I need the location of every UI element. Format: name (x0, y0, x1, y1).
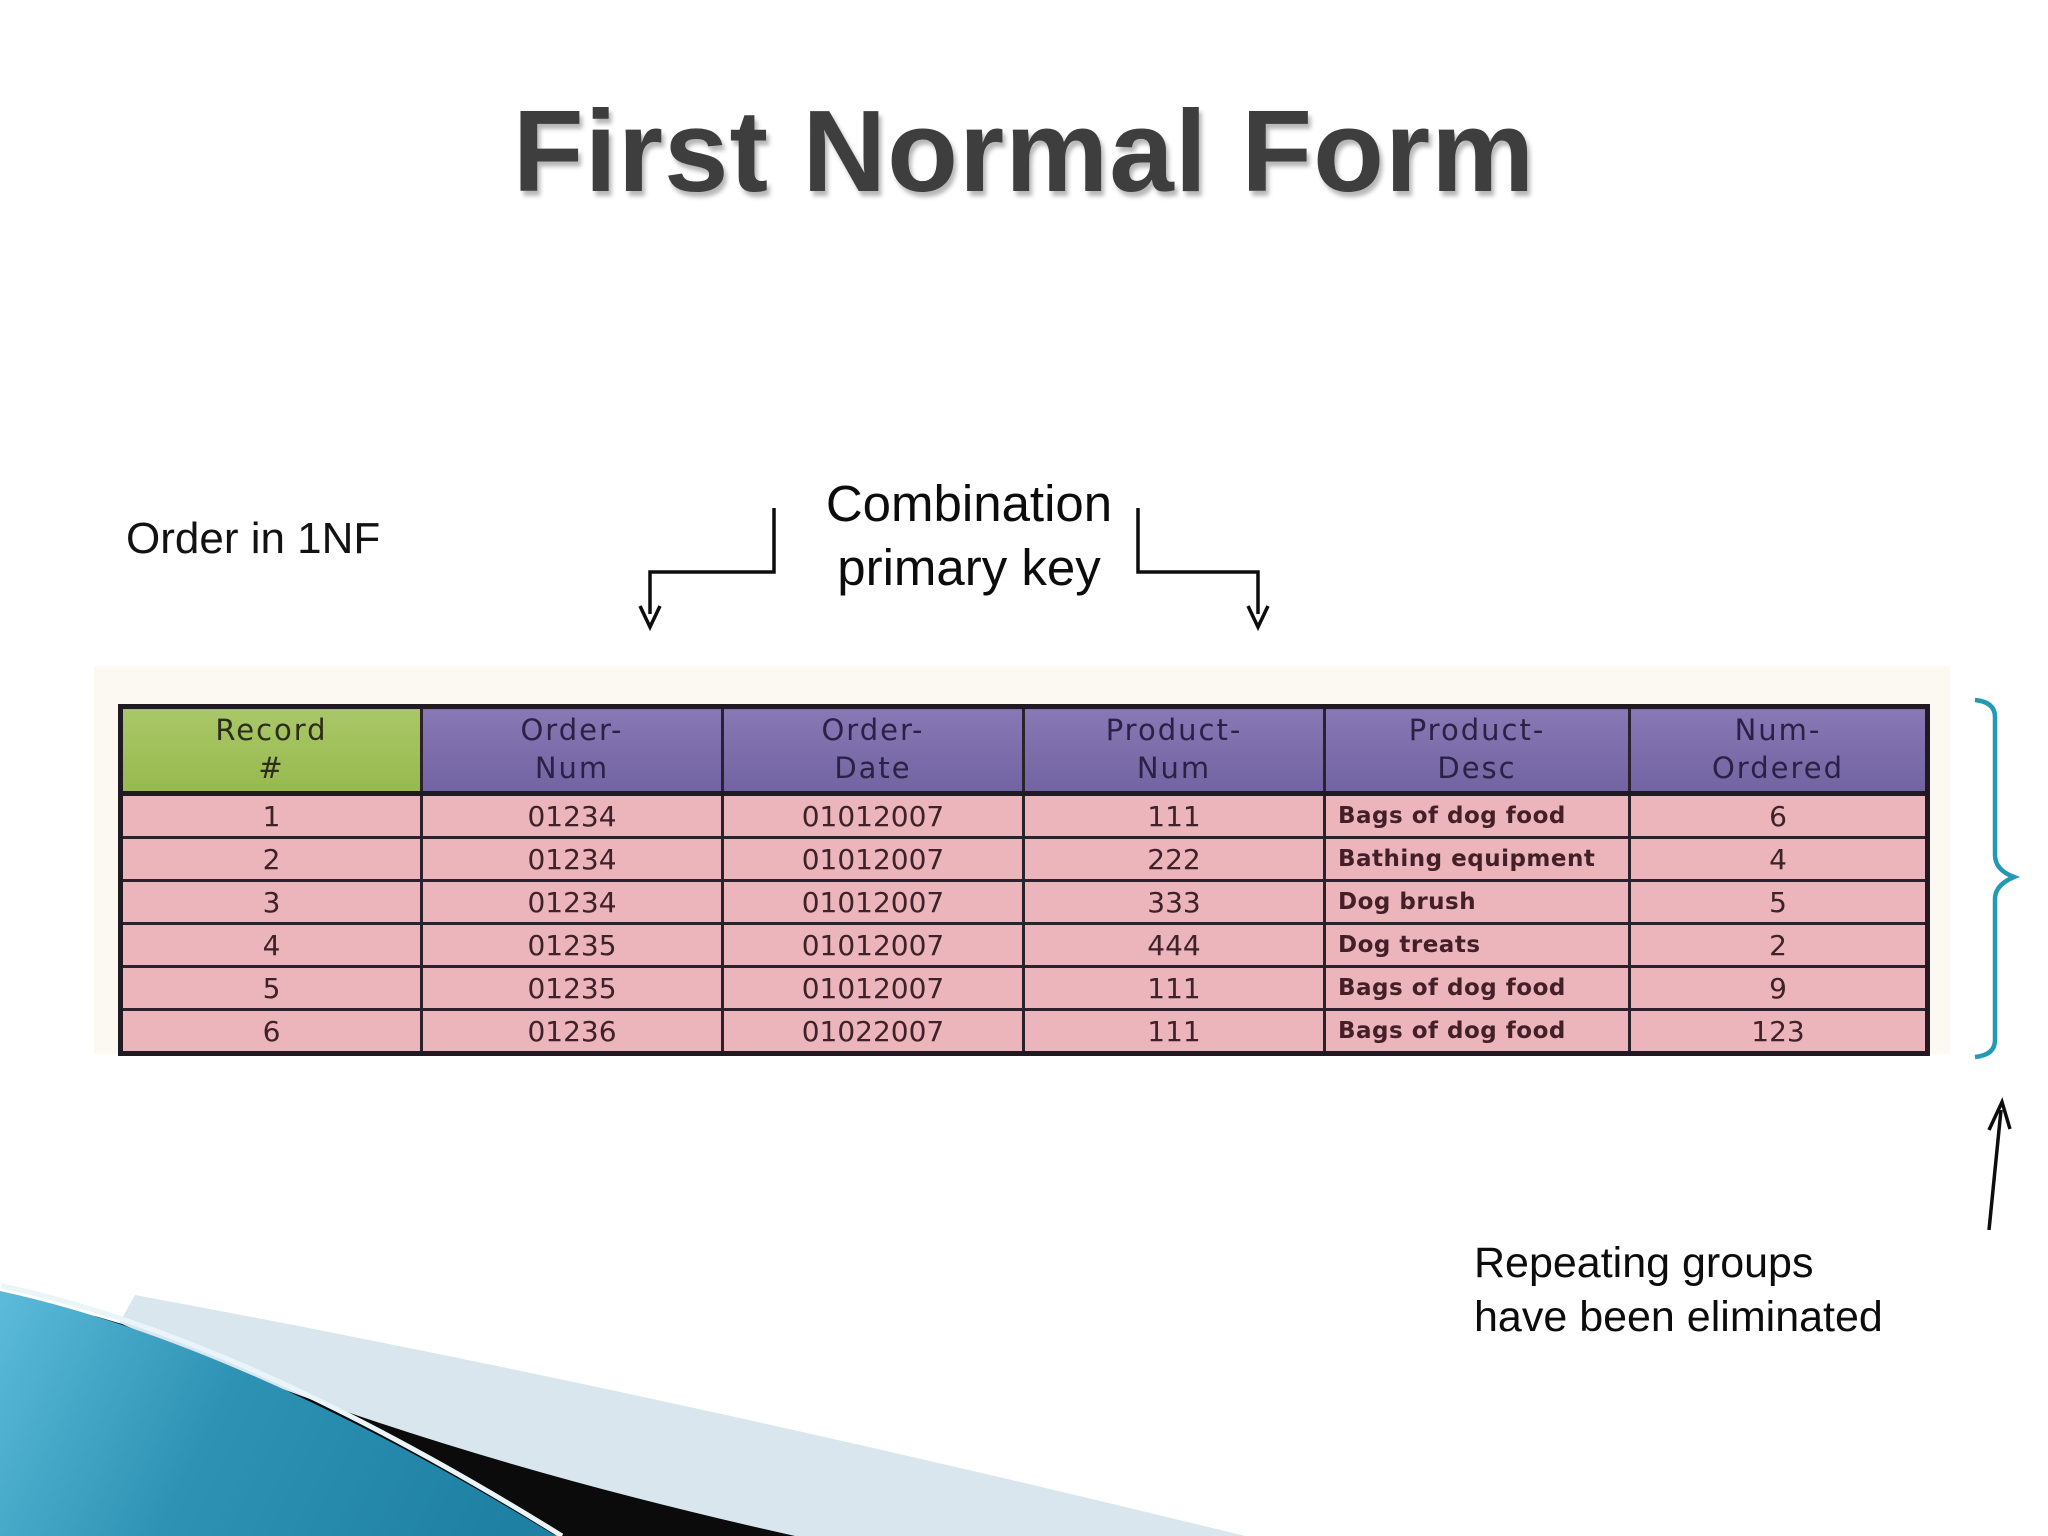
cell-order-date: 01012007 (721, 836, 1025, 882)
table-row: 5 01235 01012007 111 Bags of dog food 9 (119, 965, 1929, 1011)
table-row: 6 01236 01022007 111 Bags of dog food 12… (119, 1008, 1929, 1055)
cell-num-ordered: 9 (1628, 965, 1929, 1011)
swoosh-pale-wedge (0, 1295, 1245, 1536)
cell-product-desc: Dog treats (1323, 922, 1631, 968)
col-header-product-desc: Product- Desc (1323, 705, 1631, 796)
col-header-order-num: Order- Num (420, 705, 724, 796)
right-brace (1974, 697, 2021, 1060)
cell-order-date: 01022007 (721, 1008, 1025, 1055)
cell-order-date: 01012007 (721, 922, 1025, 968)
cell-order-date: 01012007 (721, 879, 1025, 925)
cell-product-desc: Bags of dog food (1323, 792, 1631, 839)
col-header-num-ordered: Num- Ordered (1628, 705, 1929, 796)
cell-order-date: 01012007 (721, 792, 1025, 839)
col-header-order-date: Order- Date (721, 705, 1025, 796)
cell-order-date: 01012007 (721, 965, 1025, 1011)
cell-record: 4 (119, 922, 423, 968)
cell-product-desc: Bags of dog food (1323, 965, 1631, 1011)
cell-product-desc: Dog brush (1323, 879, 1631, 925)
table-row: 3 01234 01012007 333 Dog brush 5 (119, 879, 1929, 925)
cell-product-desc: Bathing equipment (1323, 836, 1631, 882)
swoosh-teal-wedge (0, 1291, 556, 1536)
cell-num-ordered: 123 (1628, 1008, 1929, 1055)
slide-title: First Normal Form (512, 86, 1536, 216)
table-header-row: Record # Order- Num Order- Date Product-… (119, 705, 1929, 796)
swoosh-highlight-edge (1, 1283, 564, 1536)
table-row: 4 01235 01012007 444 Dog treats 2 (119, 922, 1929, 968)
cell-num-ordered: 4 (1628, 836, 1929, 882)
right-key-arrow (1136, 508, 1270, 632)
cell-num-ordered: 5 (1628, 879, 1929, 925)
cell-product-num: 111 (1022, 1008, 1326, 1055)
col-header-record-num: Record # (119, 705, 423, 796)
cell-num-ordered: 6 (1628, 792, 1929, 839)
cell-order-num: 01234 (420, 792, 724, 839)
cell-order-num: 01235 (420, 965, 724, 1011)
order-in-1nf-label: Order in 1NF (126, 514, 381, 563)
cell-product-num: 222 (1022, 836, 1326, 882)
col-header-product-num: Product- Num (1022, 705, 1326, 796)
order-1nf-table: Record # Order- Num Order- Date Product-… (118, 704, 1930, 1056)
cell-record: 6 (119, 1008, 423, 1055)
cell-product-num: 111 (1022, 792, 1326, 839)
table-row: 1 01234 01012007 111 Bags of dog food 6 (119, 792, 1929, 839)
cell-record: 2 (119, 836, 423, 882)
up-arrow (1987, 1097, 2012, 1231)
repeating-groups-note: Repeating groups have been eliminated (1474, 1239, 1883, 1342)
cell-product-num: 444 (1022, 922, 1326, 968)
swoosh-black-stripe (95, 1316, 795, 1536)
table-row: 2 01234 01012007 222 Bathing equipment 4 (119, 836, 1929, 882)
cell-order-num: 01234 (420, 836, 724, 882)
cell-order-num: 01236 (420, 1008, 724, 1055)
cell-order-num: 01235 (420, 922, 724, 968)
cell-record: 5 (119, 965, 423, 1011)
cell-product-desc: Bags of dog food (1323, 1008, 1631, 1055)
combination-primary-key-label: Combination primary key (825, 475, 1113, 597)
left-key-arrow (638, 508, 776, 632)
cell-product-num: 333 (1022, 879, 1326, 925)
cell-record: 3 (119, 879, 423, 925)
cell-num-ordered: 2 (1628, 922, 1929, 968)
cell-record: 1 (119, 792, 423, 839)
cell-order-num: 01234 (420, 879, 724, 925)
cell-product-num: 111 (1022, 965, 1326, 1011)
